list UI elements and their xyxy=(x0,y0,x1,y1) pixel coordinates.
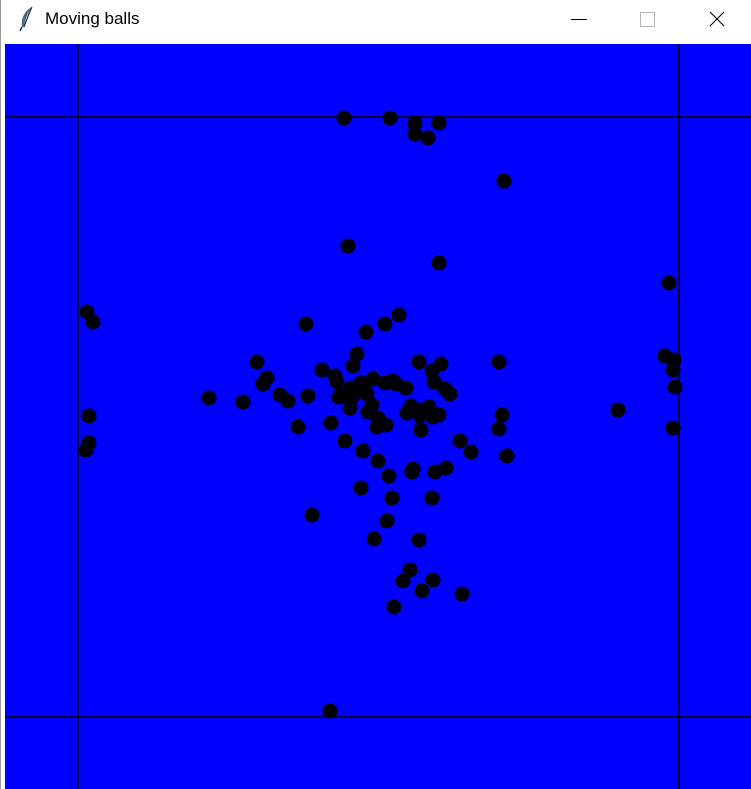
ball xyxy=(411,354,427,370)
ball xyxy=(384,490,400,506)
ball xyxy=(379,513,395,529)
ball xyxy=(425,572,441,588)
ball xyxy=(355,443,371,459)
ball xyxy=(431,407,447,423)
ball xyxy=(377,316,393,332)
ball xyxy=(353,480,369,496)
ball xyxy=(304,507,320,523)
title-bar[interactable]: Moving balls xyxy=(1,0,751,40)
ball xyxy=(438,460,454,476)
ball xyxy=(491,421,507,437)
ball xyxy=(255,376,271,392)
ball xyxy=(404,464,420,480)
ball xyxy=(496,173,512,189)
ball xyxy=(433,356,449,372)
ball xyxy=(358,324,374,340)
ball-canvas[interactable] xyxy=(5,44,751,789)
ball xyxy=(491,354,507,370)
ball xyxy=(280,393,296,409)
ball xyxy=(412,408,428,424)
ball xyxy=(322,703,338,719)
ball xyxy=(463,444,479,460)
ball xyxy=(665,362,681,378)
ball xyxy=(336,110,352,126)
ball xyxy=(420,130,436,146)
ball xyxy=(414,583,430,599)
ball xyxy=(323,415,339,431)
ball xyxy=(388,376,404,392)
ball xyxy=(298,316,314,332)
ball xyxy=(81,408,97,424)
ball xyxy=(370,453,386,469)
ball xyxy=(249,354,265,370)
ball xyxy=(494,407,510,423)
maximize-button[interactable] xyxy=(623,0,669,38)
ball xyxy=(411,532,427,548)
ball xyxy=(290,419,306,435)
ball xyxy=(300,388,316,404)
balls-layer xyxy=(78,110,683,719)
ball xyxy=(413,422,429,438)
ball xyxy=(391,307,407,323)
ball xyxy=(337,433,353,449)
ball xyxy=(342,400,358,416)
ball xyxy=(399,405,415,421)
ball xyxy=(336,387,352,403)
ball xyxy=(407,126,423,142)
ball xyxy=(407,115,423,131)
ball xyxy=(356,380,372,396)
ball xyxy=(442,386,458,402)
ball xyxy=(667,379,683,395)
ball xyxy=(349,346,365,362)
close-button[interactable] xyxy=(693,0,739,38)
ball xyxy=(395,573,411,589)
ball xyxy=(345,358,361,374)
ball xyxy=(340,238,356,254)
minimize-button[interactable] xyxy=(555,0,601,38)
ball xyxy=(370,410,386,426)
ball xyxy=(201,390,217,406)
ball xyxy=(382,110,398,126)
ball xyxy=(426,374,442,390)
ball xyxy=(431,255,447,271)
ball xyxy=(235,394,251,410)
ball xyxy=(85,314,101,330)
ball xyxy=(499,448,515,464)
ball xyxy=(78,442,94,458)
ball xyxy=(661,275,677,291)
close-icon xyxy=(709,11,725,27)
ball xyxy=(665,420,681,436)
playfield xyxy=(5,44,751,789)
ball xyxy=(431,115,447,131)
ball xyxy=(386,599,402,615)
maximize-icon xyxy=(640,12,655,27)
ball xyxy=(454,586,470,602)
ball xyxy=(402,562,418,578)
minimize-icon xyxy=(571,19,587,20)
ball xyxy=(452,433,468,449)
ball xyxy=(381,468,397,484)
ball xyxy=(366,531,382,547)
boundary-lines xyxy=(5,44,751,789)
ball xyxy=(610,402,626,418)
ball xyxy=(424,490,440,506)
ball xyxy=(329,374,345,390)
window-title: Moving balls xyxy=(45,9,140,28)
feather-icon xyxy=(18,6,36,32)
ball xyxy=(314,362,330,378)
